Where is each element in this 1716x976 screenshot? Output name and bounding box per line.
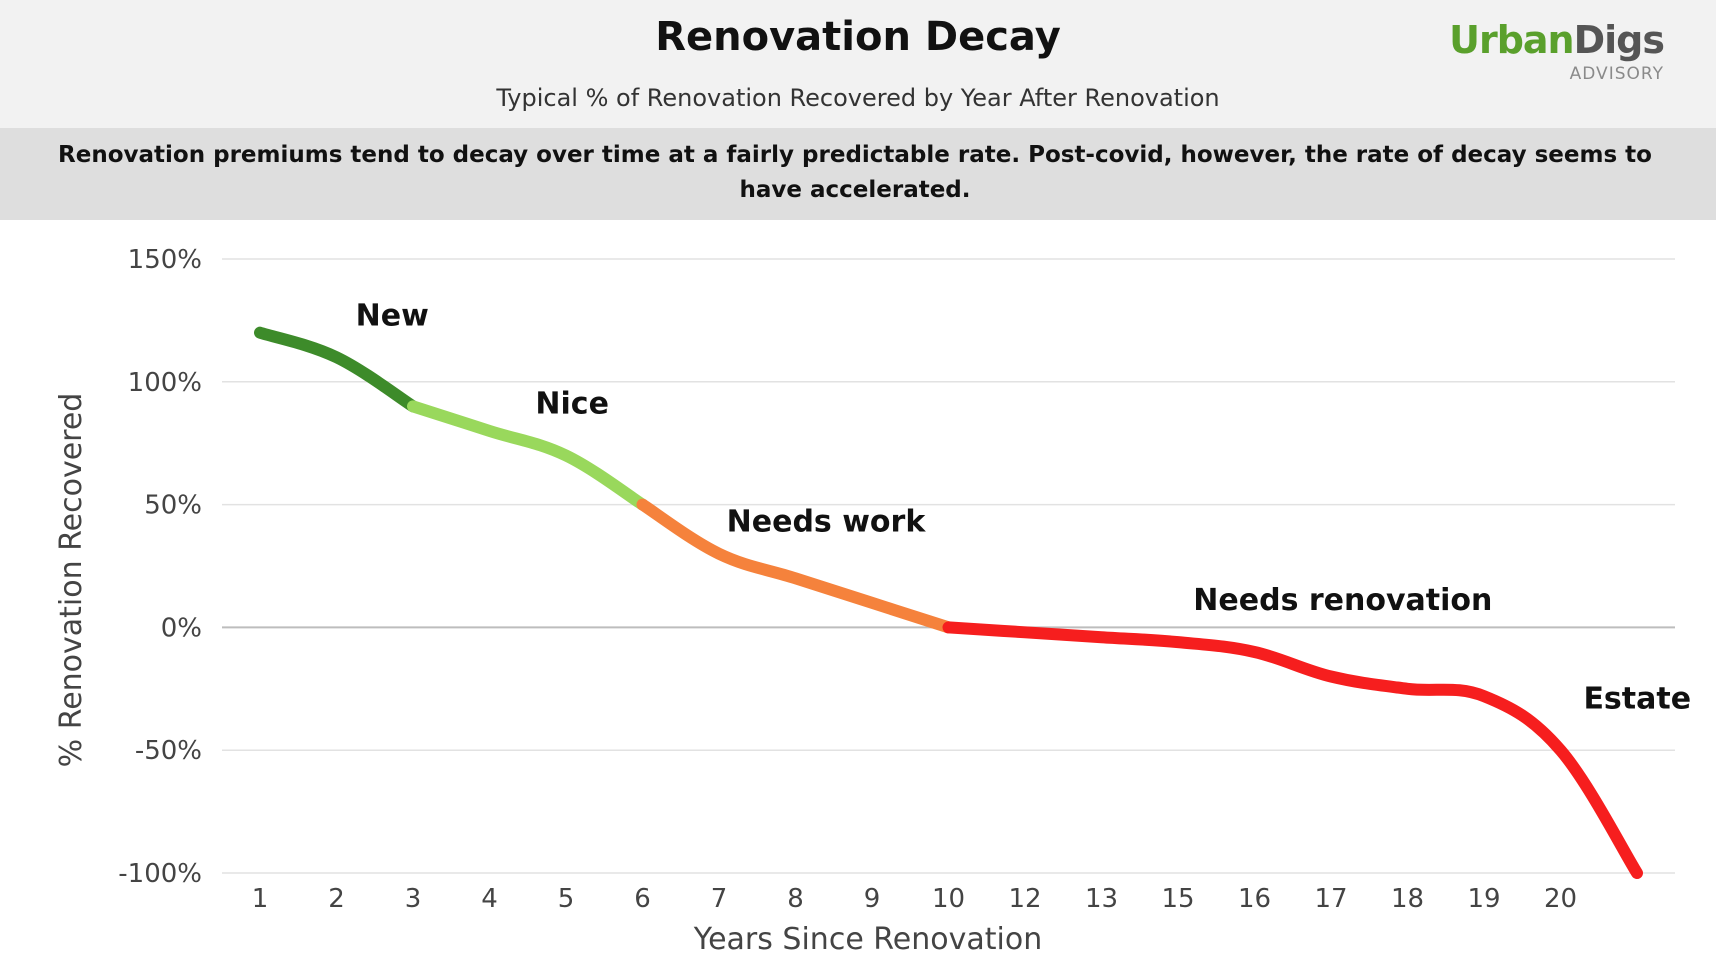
annotation-label: Needs renovation: [1193, 583, 1492, 618]
x-tick-label: 5: [558, 884, 575, 914]
logo-wordmark: UrbanDigs: [1449, 18, 1665, 62]
series-line: [636, 498, 955, 634]
logo-part-urban: Urban: [1449, 18, 1574, 62]
header-band: [0, 0, 1716, 128]
annotation-label: Nice: [535, 387, 609, 422]
annotation-label: New: [356, 298, 429, 333]
summary-text: Renovation premiums tend to decay over t…: [58, 142, 1652, 203]
x-tick-label: 1: [252, 884, 269, 914]
y-tick-label: -100%: [118, 859, 202, 889]
x-tick-label: 13: [1085, 884, 1118, 914]
x-tick-label: 16: [1238, 884, 1271, 914]
x-tick-label: 2: [328, 884, 345, 914]
chart-subtitle: Typical % of Renovation Recovered by Yea…: [496, 84, 1220, 112]
y-axis-title: % Renovation Recovered: [54, 393, 89, 768]
x-tick-label: 7: [711, 884, 728, 914]
chart-title: Renovation Decay: [655, 14, 1061, 60]
series-line: [254, 326, 419, 413]
x-tick-label: 20: [1544, 884, 1577, 914]
x-tick-label: 9: [864, 884, 881, 914]
y-tick-label: -50%: [135, 736, 202, 766]
x-tick-label: 15: [1161, 884, 1194, 914]
y-tick-label: 50%: [144, 491, 202, 521]
summary-band: [0, 128, 1716, 220]
annotation-label: Estate: [1583, 681, 1691, 716]
x-tick-label: 18: [1391, 884, 1424, 914]
y-tick-label: 0%: [161, 613, 202, 643]
line-chart: 150%100%50%0%-50%-100%1 2 3 4 5 6 7 8 9 10 12 13 15 1…: [54, 245, 1691, 957]
x-tick-label: 12: [1008, 884, 1041, 914]
y-tick-label: 100%: [128, 368, 202, 398]
annotation-label: Needs work: [727, 505, 927, 540]
x-tick-label: 3: [405, 884, 422, 914]
x-tick-label: 8: [787, 884, 804, 914]
y-tick-label: 150%: [128, 245, 202, 275]
urbandigs-logo: UrbanDigs ADVISORY: [1449, 18, 1665, 84]
logo-part-digs: Digs: [1573, 18, 1665, 62]
x-tick-label: 4: [481, 884, 498, 914]
series-line: [407, 400, 649, 511]
x-tick-label: 17: [1314, 884, 1347, 914]
x-axis-title: Years Since Renovation: [693, 922, 1043, 957]
series-line: [942, 621, 1643, 879]
x-tick-label: 19: [1467, 884, 1500, 914]
logo-subtitle: ADVISORY: [1569, 64, 1664, 84]
x-tick-label: 10: [932, 884, 965, 914]
x-tick-label: 6: [634, 884, 651, 914]
